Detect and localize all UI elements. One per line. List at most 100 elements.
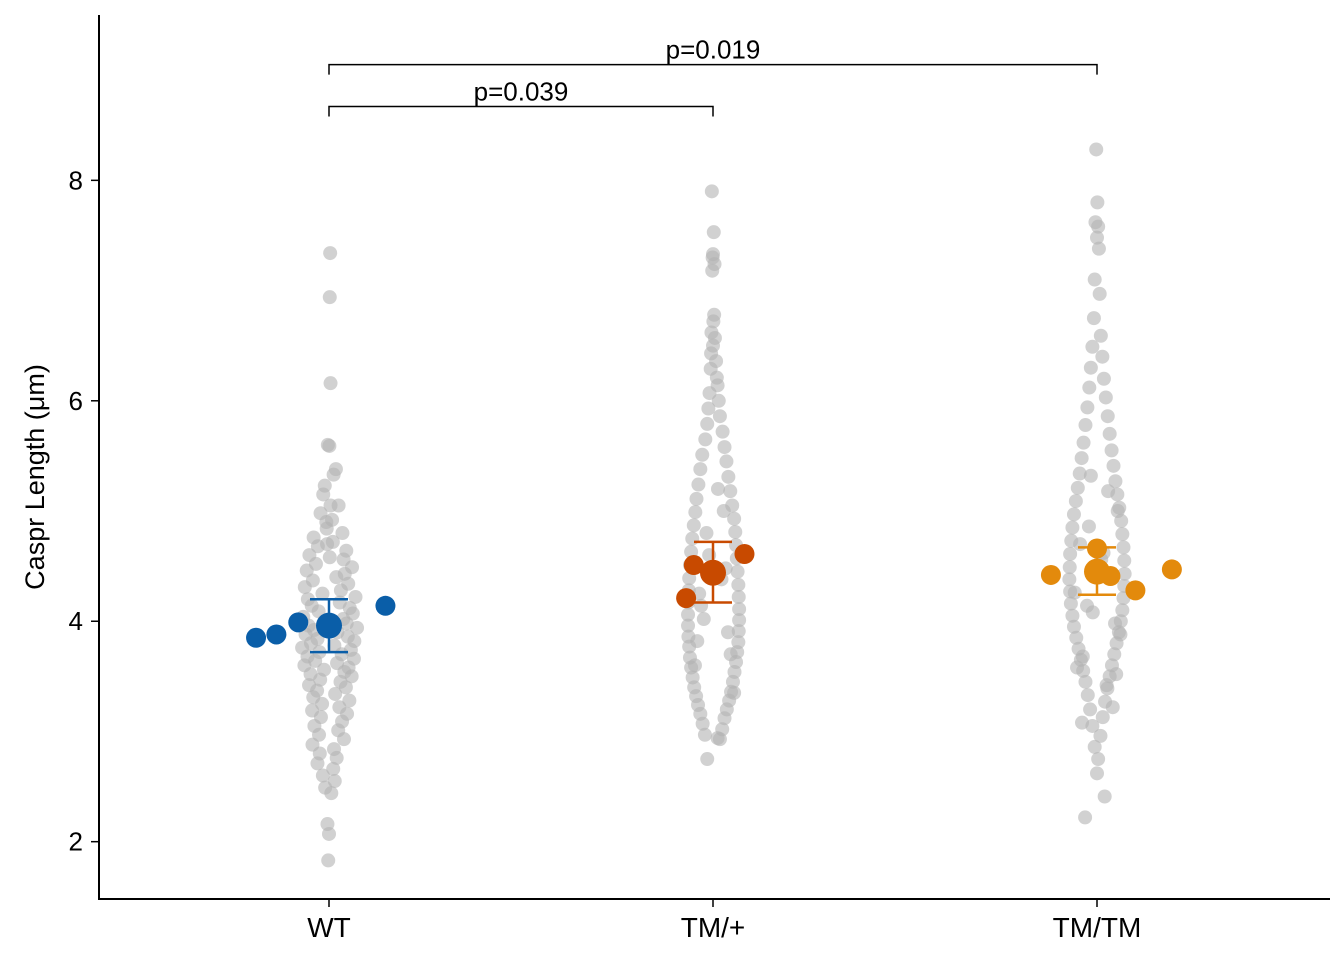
raw-point — [1101, 484, 1116, 499]
raw-point — [706, 225, 721, 240]
raw-points-layer — [295, 142, 1132, 868]
raw-point — [1087, 272, 1102, 287]
raw-point — [681, 607, 696, 622]
raw-point — [1075, 715, 1090, 730]
raw-point — [731, 624, 746, 639]
raw-point — [1073, 537, 1088, 552]
raw-point — [1095, 710, 1110, 725]
raw-point — [686, 518, 701, 533]
replicate-mean-point — [676, 588, 697, 609]
raw-point — [690, 634, 705, 649]
group-mean-point — [1084, 558, 1110, 585]
raw-point — [732, 602, 747, 617]
raw-point — [1102, 426, 1117, 441]
raw-point — [1085, 339, 1100, 354]
raw-point — [706, 314, 721, 329]
raw-point — [342, 693, 357, 708]
raw-point — [1076, 435, 1091, 450]
raw-point — [1081, 519, 1096, 534]
group-mean-point — [700, 559, 726, 586]
raw-point — [1068, 494, 1083, 509]
group-mean-point — [316, 612, 342, 639]
p-value-label: p=0.019 — [666, 35, 761, 65]
raw-point — [1091, 241, 1106, 256]
raw-point — [315, 696, 330, 711]
raw-point — [705, 263, 720, 278]
raw-point — [1095, 349, 1110, 364]
raw-point — [685, 531, 700, 546]
p-value-label: p=0.039 — [474, 76, 569, 106]
replicate-mean-point — [288, 612, 309, 633]
y-tick-label: 2 — [69, 827, 83, 857]
raw-point — [1083, 702, 1098, 717]
raw-point — [688, 505, 703, 520]
raw-point — [1066, 507, 1081, 522]
raw-point — [1091, 219, 1106, 234]
raw-point — [1109, 667, 1124, 682]
raw-point — [701, 401, 716, 416]
raw-point — [324, 786, 339, 801]
replicate-mean-point — [734, 543, 755, 564]
raw-point — [1063, 596, 1078, 611]
raw-point — [695, 716, 710, 731]
raw-point — [720, 625, 735, 640]
raw-point — [1083, 360, 1098, 375]
raw-point — [1116, 540, 1131, 555]
raw-point — [338, 680, 353, 695]
raw-point — [1093, 328, 1108, 343]
replicate-mean-point — [1125, 580, 1146, 601]
raw-point — [689, 491, 704, 506]
y-tick-label: 4 — [69, 606, 83, 636]
raw-point — [1078, 418, 1093, 433]
raw-point — [732, 613, 747, 628]
raw-point — [719, 454, 734, 469]
raw-point — [329, 570, 344, 585]
raw-point — [1090, 195, 1105, 210]
raw-point — [1089, 142, 1104, 157]
raw-point — [723, 484, 738, 499]
raw-point — [323, 498, 338, 513]
x-tick-label: TM/TM — [1053, 912, 1142, 943]
raw-point — [1098, 390, 1113, 405]
raw-point — [681, 618, 696, 633]
raw-point — [1078, 674, 1093, 689]
raw-point — [1080, 400, 1095, 415]
raw-point — [721, 469, 736, 484]
replicate-mean-point — [266, 624, 287, 645]
raw-point — [335, 526, 350, 541]
y-tick-label: 6 — [69, 386, 83, 416]
raw-point — [1110, 504, 1125, 519]
raw-point — [694, 598, 709, 613]
raw-point — [1080, 688, 1095, 703]
raw-point — [1075, 649, 1090, 664]
raw-point — [731, 589, 746, 604]
raw-point — [1087, 739, 1102, 754]
raw-point — [697, 727, 712, 742]
raw-point — [319, 515, 334, 530]
raw-point — [1062, 560, 1077, 575]
replicate-mean-point — [683, 555, 704, 576]
x-tick-label: WT — [307, 912, 351, 943]
y-axis-ticks: 2 4 6 8 — [69, 165, 99, 857]
raw-point — [1099, 678, 1114, 693]
raw-point — [329, 750, 344, 765]
raw-point — [1097, 789, 1112, 804]
raw-point — [1090, 766, 1104, 781]
raw-point — [700, 416, 715, 431]
raw-point — [1107, 647, 1122, 662]
raw-point — [1117, 553, 1132, 568]
raw-point — [712, 409, 727, 424]
raw-point — [348, 589, 363, 604]
raw-point — [323, 246, 338, 261]
replicate-mean-point — [1040, 564, 1061, 585]
raw-point — [326, 467, 341, 482]
comparison-bracket — [328, 63, 1098, 75]
raw-point — [717, 711, 732, 726]
raw-point — [727, 685, 742, 700]
raw-point — [326, 761, 341, 776]
raw-point — [687, 658, 702, 673]
raw-point — [716, 504, 731, 519]
raw-point — [1065, 608, 1080, 623]
raw-point — [1065, 520, 1080, 535]
